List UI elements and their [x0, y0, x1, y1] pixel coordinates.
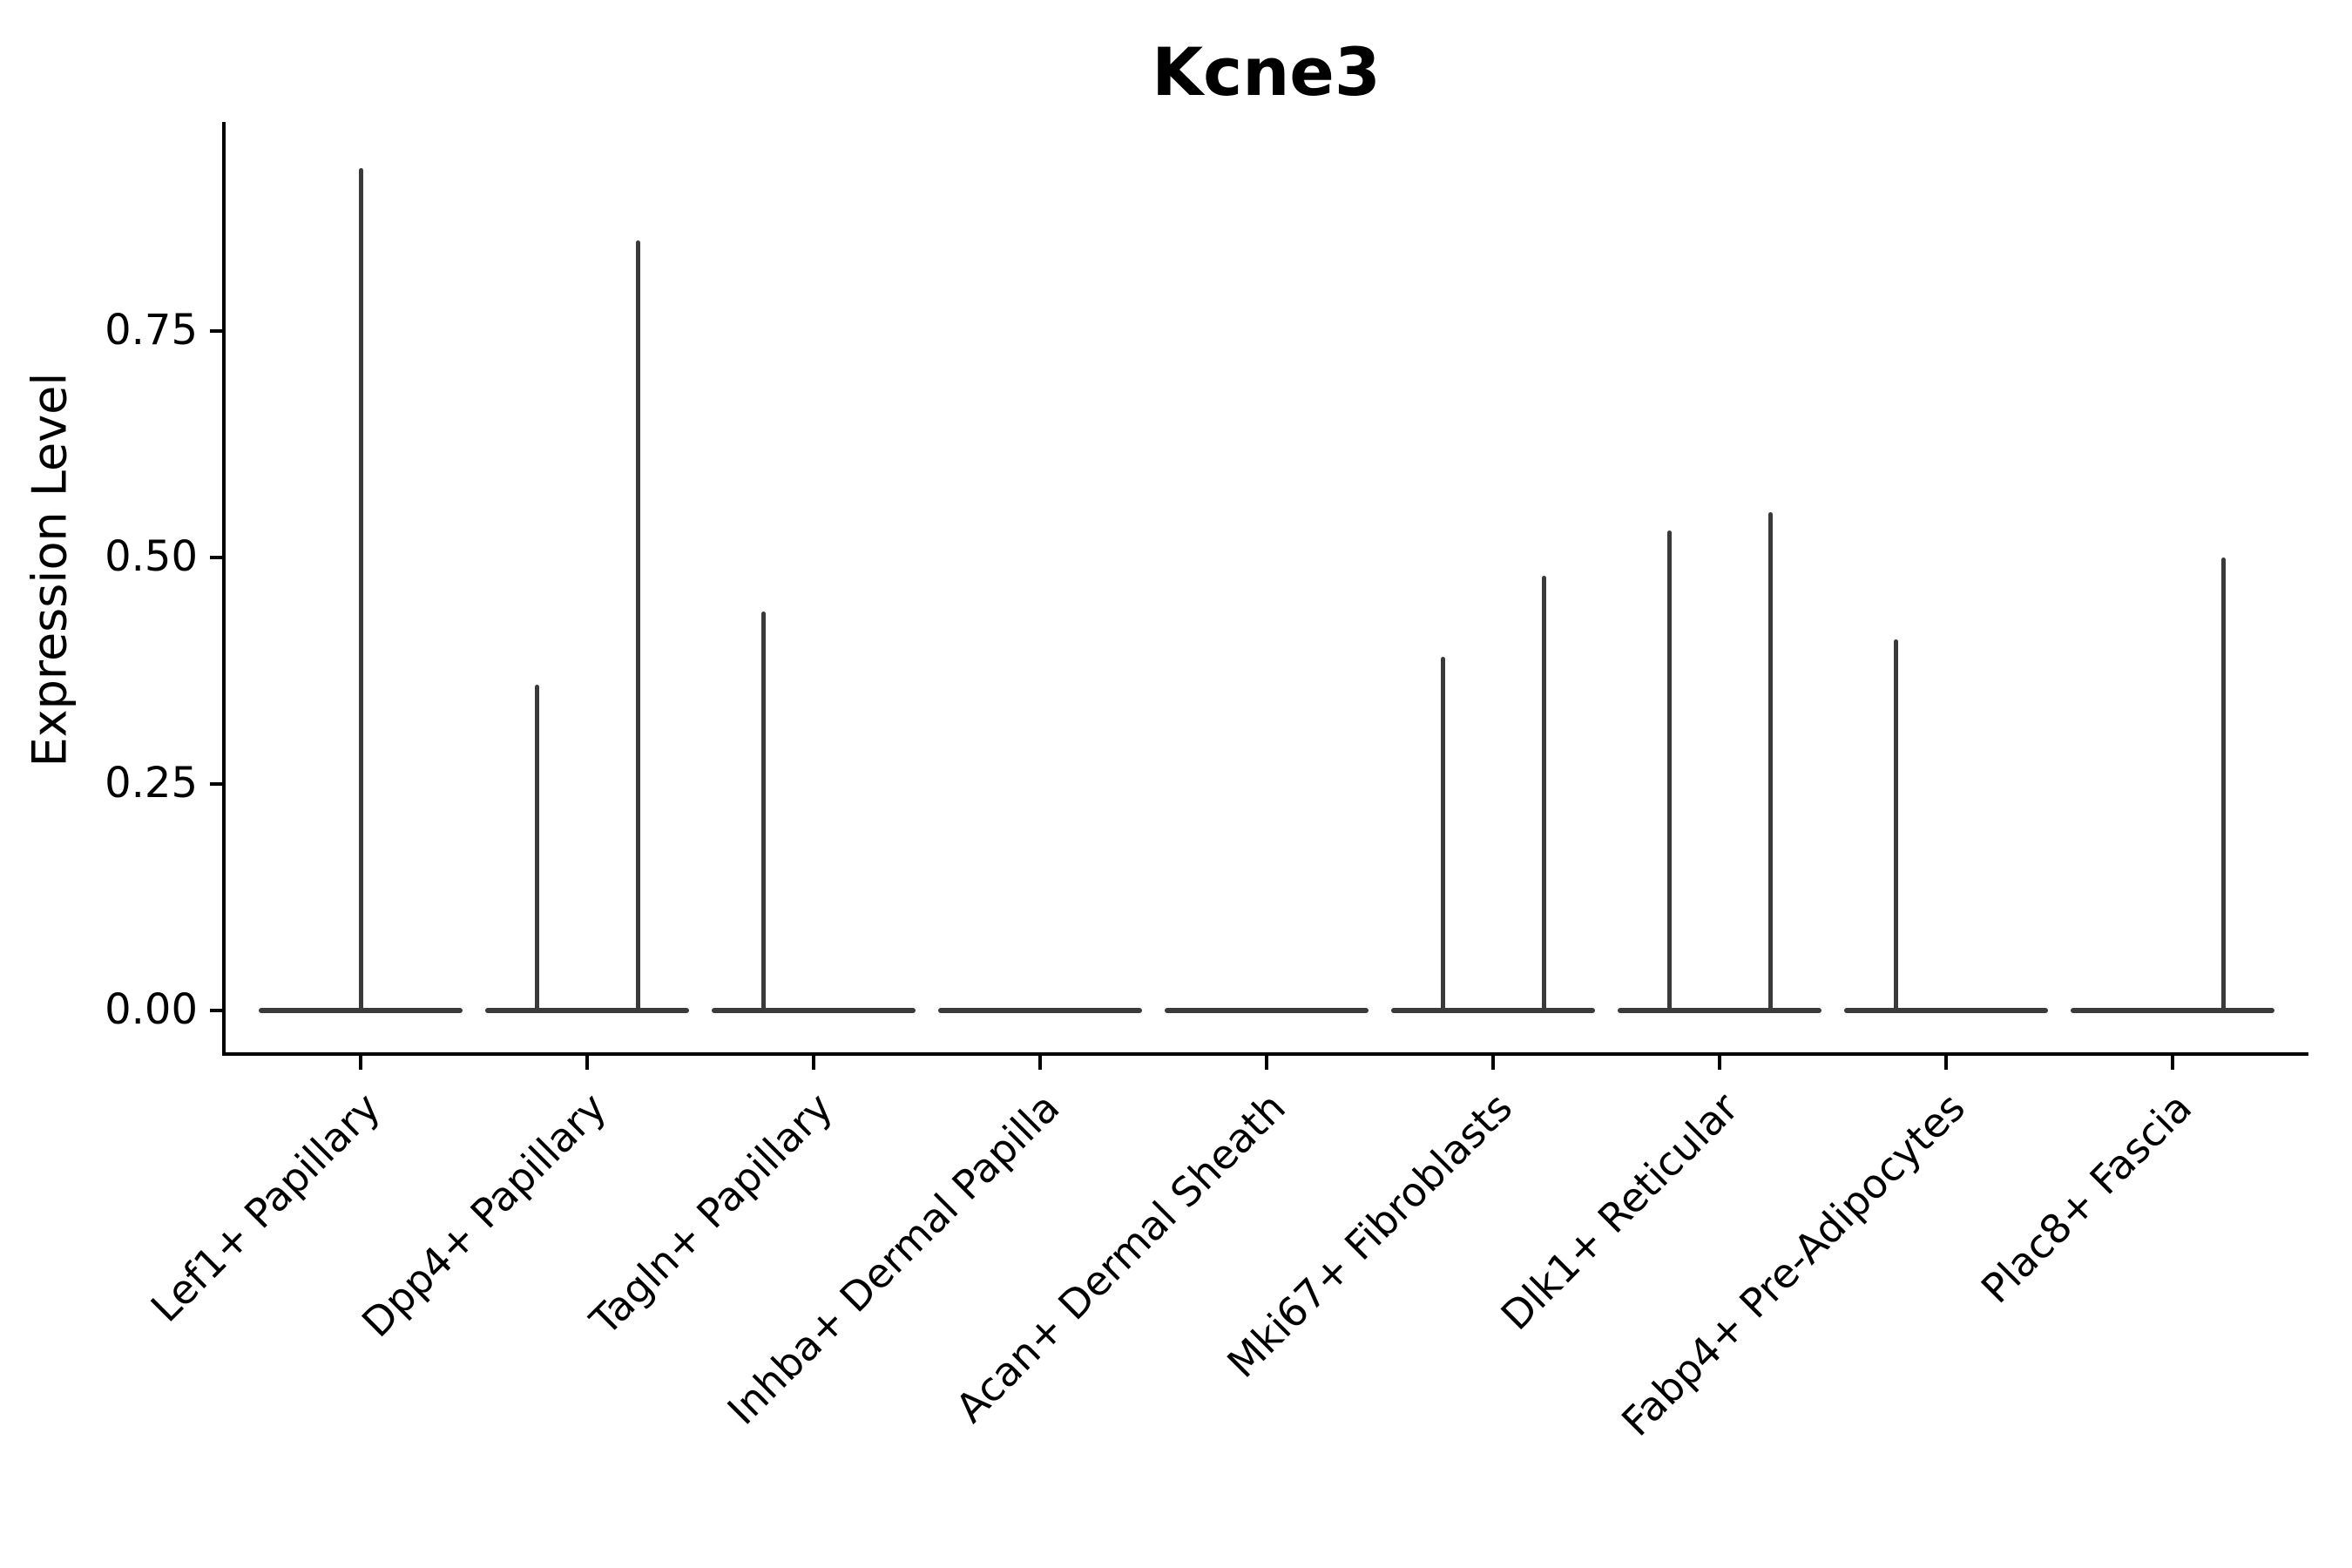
- x-tick-mark: [1038, 1056, 1042, 1070]
- violin-spike: [534, 684, 539, 1013]
- x-tick-mark: [812, 1056, 815, 1070]
- violin-baseline: [485, 1008, 689, 1013]
- violin-baseline: [938, 1008, 1142, 1013]
- y-tick-label: 0.50: [105, 531, 198, 581]
- y-tick-label: 0.00: [105, 984, 198, 1034]
- violin-spike: [1767, 512, 1773, 1013]
- violin-spike: [760, 612, 766, 1013]
- y-tick-mark: [210, 1009, 224, 1012]
- y-tick-label: 0.25: [105, 758, 198, 808]
- x-tick-label: Plac8+ Fascia: [1971, 1084, 2201, 1313]
- y-tick-mark: [210, 556, 224, 559]
- y-tick-mark: [210, 329, 224, 333]
- y-tick-label: 0.75: [105, 305, 198, 355]
- violin-baseline: [1391, 1008, 1595, 1013]
- violin-spike: [1893, 639, 1898, 1013]
- chart-title: Kcne3: [1152, 33, 1381, 111]
- violin-spike: [2220, 558, 2226, 1013]
- x-tick-label: Dlk1+ Reticular: [1491, 1084, 1748, 1340]
- x-tick-label: Dpp4+ Papillary: [352, 1084, 616, 1347]
- violin-spike: [1440, 657, 1445, 1013]
- y-axis-spine: [222, 122, 226, 1056]
- x-tick-label: Tagln+ Papillary: [581, 1084, 842, 1344]
- x-tick-mark: [1265, 1056, 1268, 1070]
- violin-baseline: [1844, 1008, 2048, 1013]
- violin-baseline: [1165, 1008, 1369, 1013]
- x-tick-label: Lef1+ Papillary: [141, 1084, 389, 1331]
- violin-baseline: [1618, 1008, 1821, 1013]
- x-tick-mark: [359, 1056, 362, 1070]
- x-tick-mark: [1718, 1056, 1721, 1070]
- violin-spike: [1541, 575, 1546, 1013]
- x-tick-mark: [2171, 1056, 2174, 1070]
- x-tick-mark: [1491, 1056, 1495, 1070]
- violin-spike: [635, 240, 640, 1013]
- x-tick-mark: [585, 1056, 589, 1070]
- x-tick-mark: [1944, 1056, 1948, 1070]
- y-tick-mark: [210, 782, 224, 786]
- violin-baseline: [712, 1008, 916, 1013]
- y-axis-title: Expression Level: [22, 372, 78, 767]
- violin-spike: [1666, 530, 1672, 1013]
- violin-baseline: [2071, 1008, 2274, 1013]
- x-axis-spine: [222, 1052, 2308, 1056]
- violin-spike: [358, 167, 363, 1013]
